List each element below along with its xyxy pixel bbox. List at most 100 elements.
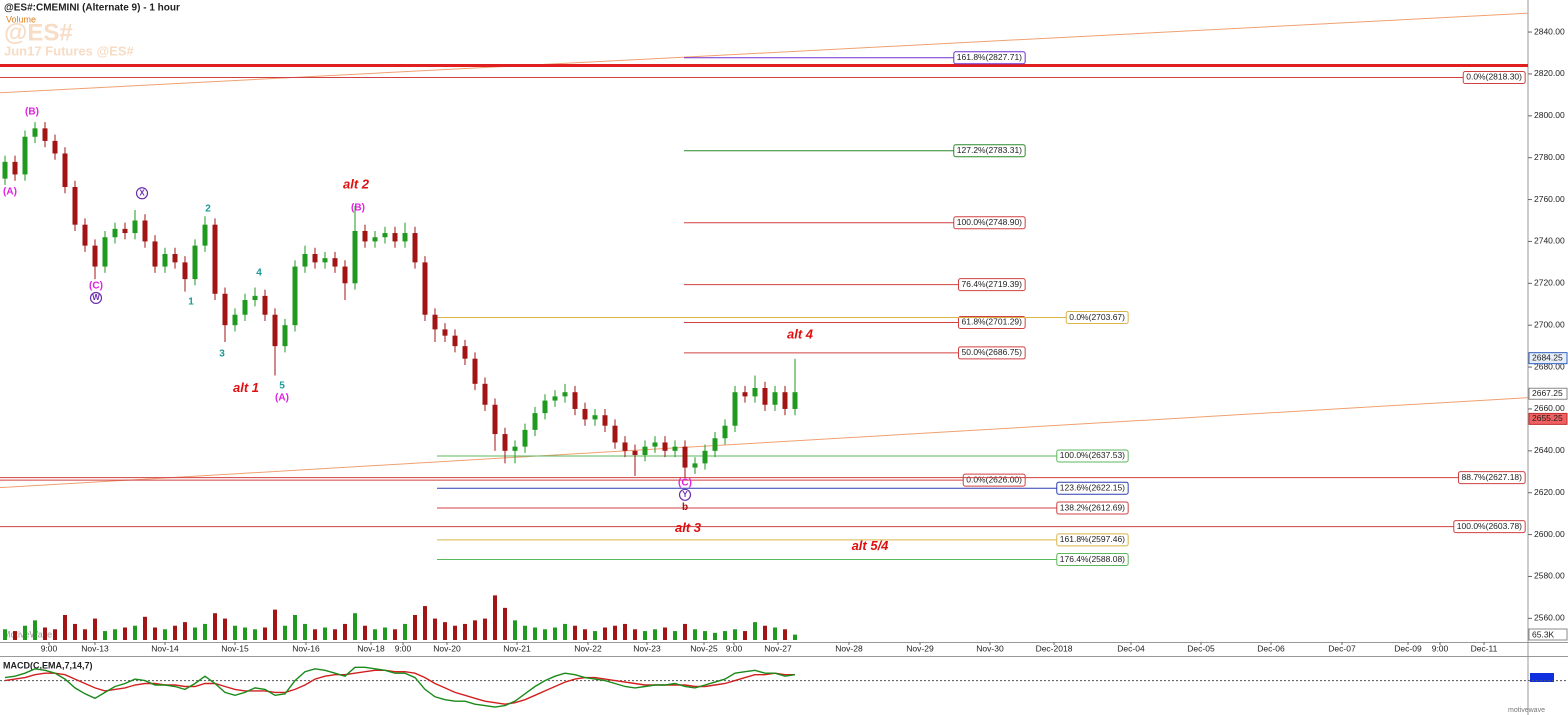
- wave-label: (C): [678, 477, 692, 488]
- volume-bar: [463, 623, 467, 640]
- wave-label: 4: [256, 267, 262, 278]
- volume-bar: [433, 618, 437, 640]
- candle-body: [52, 140, 58, 154]
- candle-body: [362, 230, 368, 242]
- candle-body: [692, 463, 698, 468]
- candle-body: [162, 253, 168, 267]
- fib-label-box: [1453, 520, 1526, 534]
- candle-body: [482, 383, 488, 405]
- candle-body: [62, 153, 68, 187]
- x-tick-label: Nov-23: [633, 643, 661, 653]
- candle-body: [682, 446, 688, 468]
- volume-title: Volume: [6, 14, 36, 24]
- candle-body: [392, 233, 398, 242]
- y-tick-label: 2580.00: [1534, 571, 1565, 581]
- fib-label-text: 138.2%(2612.69): [1060, 502, 1125, 512]
- candle-body: [702, 450, 708, 464]
- volume-bar: [503, 607, 507, 640]
- x-tick-label: Dec-07: [1328, 643, 1356, 653]
- candle-body: [212, 224, 218, 294]
- volume-bar: [783, 629, 787, 640]
- x-tick-label: Dec-11: [1471, 643, 1498, 653]
- fib-label: 161.8%(2597.46): [1056, 533, 1129, 547]
- wave-label: X: [139, 188, 145, 197]
- x-tick-label: Nov-20: [433, 643, 461, 653]
- volume-bar: [523, 625, 527, 640]
- candle-body: [402, 233, 408, 242]
- volume-bar: [593, 631, 597, 640]
- watermark: @ES#: [4, 19, 73, 46]
- candle-body: [182, 262, 188, 280]
- candle-body: [242, 300, 248, 315]
- x-tick-label: Nov-15: [221, 643, 249, 653]
- macd-title: MACD(C,EMA,7,14,7): [3, 660, 93, 670]
- candle-body: [382, 233, 388, 238]
- volume-bar: [263, 627, 267, 640]
- fib-label: 100.0%(2637.53): [1056, 449, 1129, 463]
- candle-body: [102, 237, 108, 267]
- x-tick-label: Nov-28: [835, 643, 863, 653]
- volume-axis-label: 65.3K: [1532, 629, 1555, 639]
- volume-bar: [133, 625, 137, 640]
- fib-label: 0.0%(2818.30): [1462, 70, 1526, 84]
- candle-body: [352, 230, 358, 284]
- fib-label: 100.0%(2748.90): [953, 216, 1026, 230]
- fib-label: 123.6%(2622.15): [1056, 481, 1129, 495]
- volume-bar: [233, 625, 237, 640]
- candle-body: [222, 293, 228, 326]
- volume-bar: [183, 622, 187, 640]
- volume-bar: [633, 629, 637, 640]
- volume-bar: [703, 631, 707, 640]
- wave-label: 2: [205, 203, 211, 214]
- volume-bar: [353, 613, 357, 640]
- volume-bar: [223, 618, 227, 640]
- volume-bar: [373, 629, 377, 640]
- fib-label-text: 161.8%(2597.46): [1060, 534, 1125, 544]
- volume-bar: [253, 629, 257, 640]
- volume-bar: [763, 625, 767, 640]
- candle-body: [342, 266, 348, 284]
- fib-label-text: 176.4%(2588.08): [1060, 554, 1125, 564]
- fib-label-text: 0.0%(2818.30): [1466, 72, 1522, 82]
- candle-body: [92, 245, 98, 267]
- x-tick-label: Dec-05: [1187, 643, 1215, 653]
- wave-circle: [678, 488, 692, 501]
- y-tick-label: 2800.00: [1534, 110, 1565, 120]
- x-tick-label: Nov-30: [976, 643, 1004, 653]
- fib-label-box: [953, 51, 1026, 65]
- candle-body: [672, 446, 678, 451]
- candle-body: [132, 220, 138, 234]
- candle-body: [602, 415, 608, 426]
- candle-body: [302, 253, 308, 267]
- volume-bar: [443, 622, 447, 640]
- candle-body: [112, 228, 118, 238]
- fib-label-box: [958, 278, 1026, 292]
- candle-body: [42, 128, 48, 141]
- y-tick-label: 2760.00: [1534, 194, 1565, 204]
- fib-label-box: [1056, 533, 1129, 547]
- wave-label: alt 1: [233, 380, 259, 395]
- volume-bar: [333, 629, 337, 640]
- volume-bar: [43, 627, 47, 640]
- fib-label-box: [962, 473, 1026, 487]
- price-marker-label: 2684.25: [1532, 352, 1563, 362]
- candle-body: [652, 442, 658, 447]
- candle-body: [22, 136, 28, 175]
- candle-body: [622, 442, 628, 451]
- candle-body: [492, 404, 498, 435]
- volume-axis-box: [1528, 628, 1568, 641]
- candle-body: [582, 408, 588, 420]
- x-tick-label: Dec-04: [1117, 643, 1145, 653]
- y-tick-label: 2740.00: [1534, 236, 1565, 246]
- candle-body: [462, 346, 468, 359]
- volume-bar: [123, 627, 127, 640]
- volume-bar: [603, 627, 607, 640]
- candle-body: [502, 434, 508, 451]
- candle-body: [72, 186, 78, 225]
- fib-label-box: [953, 144, 1026, 158]
- fib-label-text: 100.0%(2637.53): [1060, 450, 1125, 460]
- volume-bar: [173, 625, 177, 640]
- fib-label: 0.0%(2626.00): [962, 473, 1026, 487]
- fib-label: 61.8%(2701.29): [958, 315, 1026, 329]
